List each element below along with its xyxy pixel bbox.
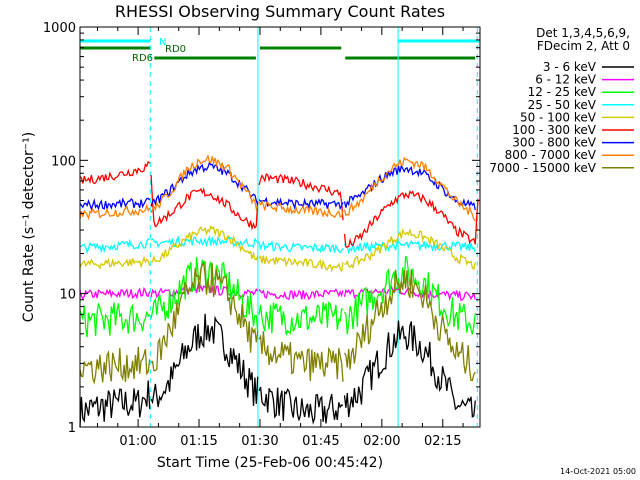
series-line-4 [79, 224, 476, 273]
x-axis-ticks: 01:00 01:15 01:30 01:45 02:00 02:15 [96, 27, 464, 449]
y-tick-label-1: 10 [59, 288, 76, 303]
legend-label-6: 300 - 800 keV [512, 136, 596, 150]
series-line-6 [79, 161, 476, 211]
y-tick-label-2: 100 [51, 154, 76, 169]
series-line-1 [79, 282, 476, 302]
series-line-7 [79, 154, 476, 222]
chart-title: RHESSI Observing Summary Count Rates [115, 2, 445, 21]
flag-label-night: N [159, 37, 166, 48]
generated-timestamp: 14-Oct-2021 05:00 [560, 467, 636, 476]
legend-label-5: 100 - 300 keV [512, 123, 596, 137]
legend-header-line-1: Det 1,3,4,5,6,9, [536, 26, 630, 40]
series-line-0 [79, 313, 476, 428]
y-axis-label: Count Rate (s⁻¹ detector⁻¹) [21, 132, 37, 322]
legend-label-2: 12 - 25 keV [528, 85, 597, 99]
legend: Det 1,3,4,5,6,9, FDecim 2, Att 0 3 - 6 k… [489, 26, 634, 175]
series-lines [79, 154, 479, 428]
x-tick-label-0: 01:00 [119, 434, 156, 449]
flag-label-rd6: RD6 [132, 53, 153, 64]
x-tick-label-1: 01:15 [180, 434, 217, 449]
y-tick-label-3: 1000 [43, 21, 76, 36]
x-tick-label-5: 02:15 [424, 434, 461, 449]
y-tick-label-0: 1 [68, 421, 76, 436]
legend-label-4: 50 - 100 keV [520, 110, 597, 124]
legend-header-line-2: FDecim 2, Att 0 [537, 39, 630, 53]
flag-bars [80, 39, 480, 60]
legend-label-3: 25 - 50 keV [528, 98, 597, 112]
series-line-2 [79, 255, 476, 338]
y-axis-ticks: 1 10 100 1000 [43, 21, 480, 436]
legend-label-7: 800 - 7000 keV [505, 148, 597, 162]
series-line-3 [79, 234, 476, 255]
x-tick-label-3: 01:45 [302, 434, 339, 449]
series-line-5 [79, 160, 479, 248]
series-line-8 [79, 260, 476, 385]
legend-label-1: 6 - 12 keV [535, 73, 597, 87]
legend-label-8: 7000 - 15000 keV [489, 161, 596, 175]
legend-label-0: 3 - 6 keV [543, 60, 597, 74]
x-axis-label: Start Time (25-Feb-06 00:45:42) [157, 455, 383, 471]
x-tick-label-4: 02:00 [363, 434, 400, 449]
flag-label-rd0: RD0 [165, 44, 186, 55]
x-tick-label-2: 01:30 [241, 434, 278, 449]
